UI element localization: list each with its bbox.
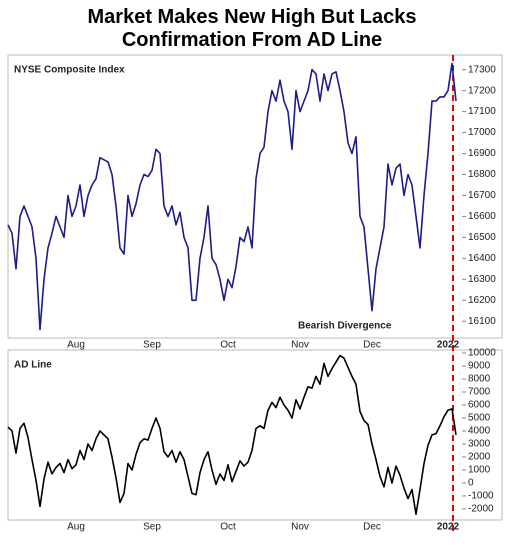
y-tick-label: 16800: [468, 169, 496, 180]
y-tick-label: 7000: [468, 387, 491, 398]
y-tick-label: 17100: [468, 106, 496, 117]
y-tick-label: 16300: [468, 274, 496, 285]
annotation: Bearish Divergence: [298, 321, 392, 332]
y-tick-label: 17000: [468, 127, 496, 138]
x-tick-label: Aug: [67, 340, 85, 351]
y-tick-label: 17200: [468, 85, 496, 96]
title-line: Confirmation From AD Line: [122, 29, 382, 51]
x-tick-label: Oct: [220, 522, 236, 533]
y-tick-label: 4000: [468, 426, 491, 437]
chart-title: Market Makes New High But Lacks Confirmat…: [88, 6, 417, 51]
y-tick-label: 1000: [468, 465, 491, 476]
y-tick-label: 5000: [468, 413, 491, 424]
x-tick-label: Nov: [291, 340, 309, 351]
y-tick-label: 16200: [468, 295, 496, 306]
y-tick-label: 16600: [468, 211, 496, 222]
x-tick-label: Sep: [143, 522, 161, 533]
x-tick-label: Nov: [291, 522, 309, 533]
x-tick-label: Dec: [363, 522, 381, 533]
bottom-panel-frame: [7, 349, 503, 521]
y-tick-label: 16700: [468, 190, 496, 201]
x-tick-label: 2022: [437, 522, 460, 533]
y-tick-label: 2000: [468, 452, 491, 463]
y-tick-label: 17300: [468, 64, 496, 75]
panel-label: AD Line: [14, 360, 52, 371]
y-tick-label: 9000: [468, 361, 491, 372]
y-tick-label: -1000: [468, 491, 494, 502]
y-tick-label: -2000: [468, 504, 494, 515]
y-tick-label: 6000: [468, 400, 491, 411]
title-line: Market Makes New High But Lacks: [88, 6, 417, 28]
x-tick-label: Sep: [143, 340, 161, 351]
panel-label: NYSE Composite Index: [14, 65, 125, 76]
y-tick-label: 0: [468, 478, 474, 489]
top-panel-frame: [7, 54, 503, 339]
data-line: [7, 354, 457, 515]
x-tick-label: 2022: [437, 340, 460, 351]
y-tick-label: 16500: [468, 232, 496, 243]
data-line: [7, 62, 457, 331]
y-tick-label: 8000: [468, 374, 491, 385]
x-tick-label: Oct: [220, 340, 236, 351]
y-tick-label: 3000: [468, 439, 491, 450]
y-tick-label: 10000: [468, 348, 496, 359]
y-tick-label: 16100: [468, 316, 496, 327]
y-tick-label: 16400: [468, 253, 496, 264]
x-tick-label: Aug: [67, 522, 85, 533]
y-tick-label: 16900: [468, 148, 496, 159]
x-tick-label: Dec: [363, 340, 381, 351]
